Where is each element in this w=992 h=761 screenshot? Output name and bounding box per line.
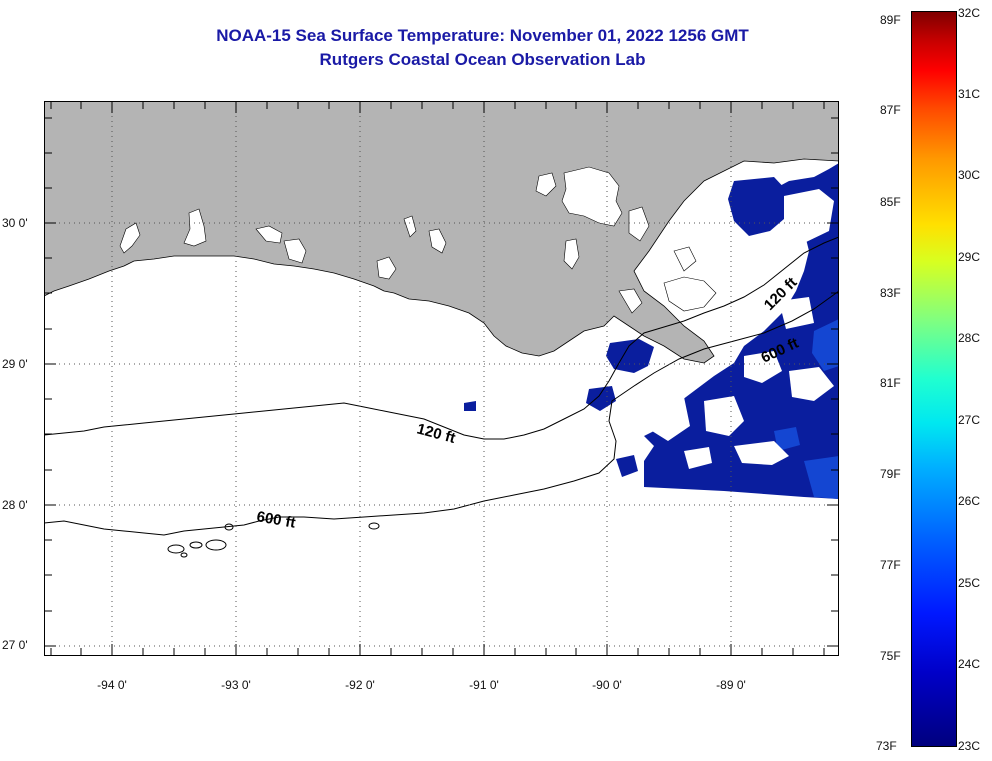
lon-label-90: -90 0' bbox=[592, 678, 622, 692]
lat-label-30: 30 0' bbox=[2, 216, 28, 230]
lon-label-89: -89 0' bbox=[716, 678, 746, 692]
colorbar-f-89: 89F bbox=[880, 13, 901, 27]
colorbar-c-30: 30C bbox=[958, 168, 981, 182]
colorbar-f-75: 75F bbox=[880, 649, 901, 663]
sst-data-pixels bbox=[464, 163, 839, 499]
bathymetry-contours bbox=[43, 236, 840, 558]
colorbar-f-85: 85F bbox=[880, 195, 901, 209]
colorbar-c-28: 28C bbox=[958, 331, 981, 345]
lon-label-94: -94 0' bbox=[97, 678, 127, 692]
sst-map: 120 ft 600 ft 120 ft 600 ft bbox=[43, 100, 840, 656]
lon-label-92: -92 0' bbox=[345, 678, 375, 692]
lon-label-91: -91 0' bbox=[469, 678, 499, 692]
colorbar-f-77: 77F bbox=[880, 558, 901, 572]
colorbar-f-73: 73F bbox=[876, 739, 897, 753]
colorbar-f-83: 83F bbox=[880, 286, 901, 300]
colorbar-f-79: 79F bbox=[880, 467, 901, 481]
land-mass bbox=[43, 100, 840, 364]
colorbar-c-31: 31C bbox=[958, 87, 981, 101]
colorbar-c-26: 26C bbox=[958, 494, 981, 508]
colorbar-f-81: 81F bbox=[880, 376, 901, 390]
lat-label-27: 27 0' bbox=[2, 638, 28, 652]
contour-label-600ft-west: 600 ft bbox=[255, 508, 297, 532]
colorbar-c-24: 24C bbox=[958, 657, 981, 671]
colorbar-f-87: 87F bbox=[880, 103, 901, 117]
lat-label-28: 28 0' bbox=[2, 498, 28, 512]
lat-label-29: 29 0' bbox=[2, 357, 28, 371]
lon-label-93: -93 0' bbox=[221, 678, 251, 692]
colorbar-c-23: 23C bbox=[958, 739, 981, 753]
title-line-1: NOAA-15 Sea Surface Temperature: Novembe… bbox=[216, 26, 749, 45]
temperature-colorbar bbox=[911, 11, 957, 747]
colorbar-c-27: 27C bbox=[958, 413, 981, 427]
title-line-2: Rutgers Coastal Ocean Observation Lab bbox=[319, 50, 646, 69]
colorbar-c-29: 29C bbox=[958, 250, 981, 264]
colorbar-c-32: 32C bbox=[958, 6, 981, 20]
colorbar-c-25: 25C bbox=[958, 576, 981, 590]
